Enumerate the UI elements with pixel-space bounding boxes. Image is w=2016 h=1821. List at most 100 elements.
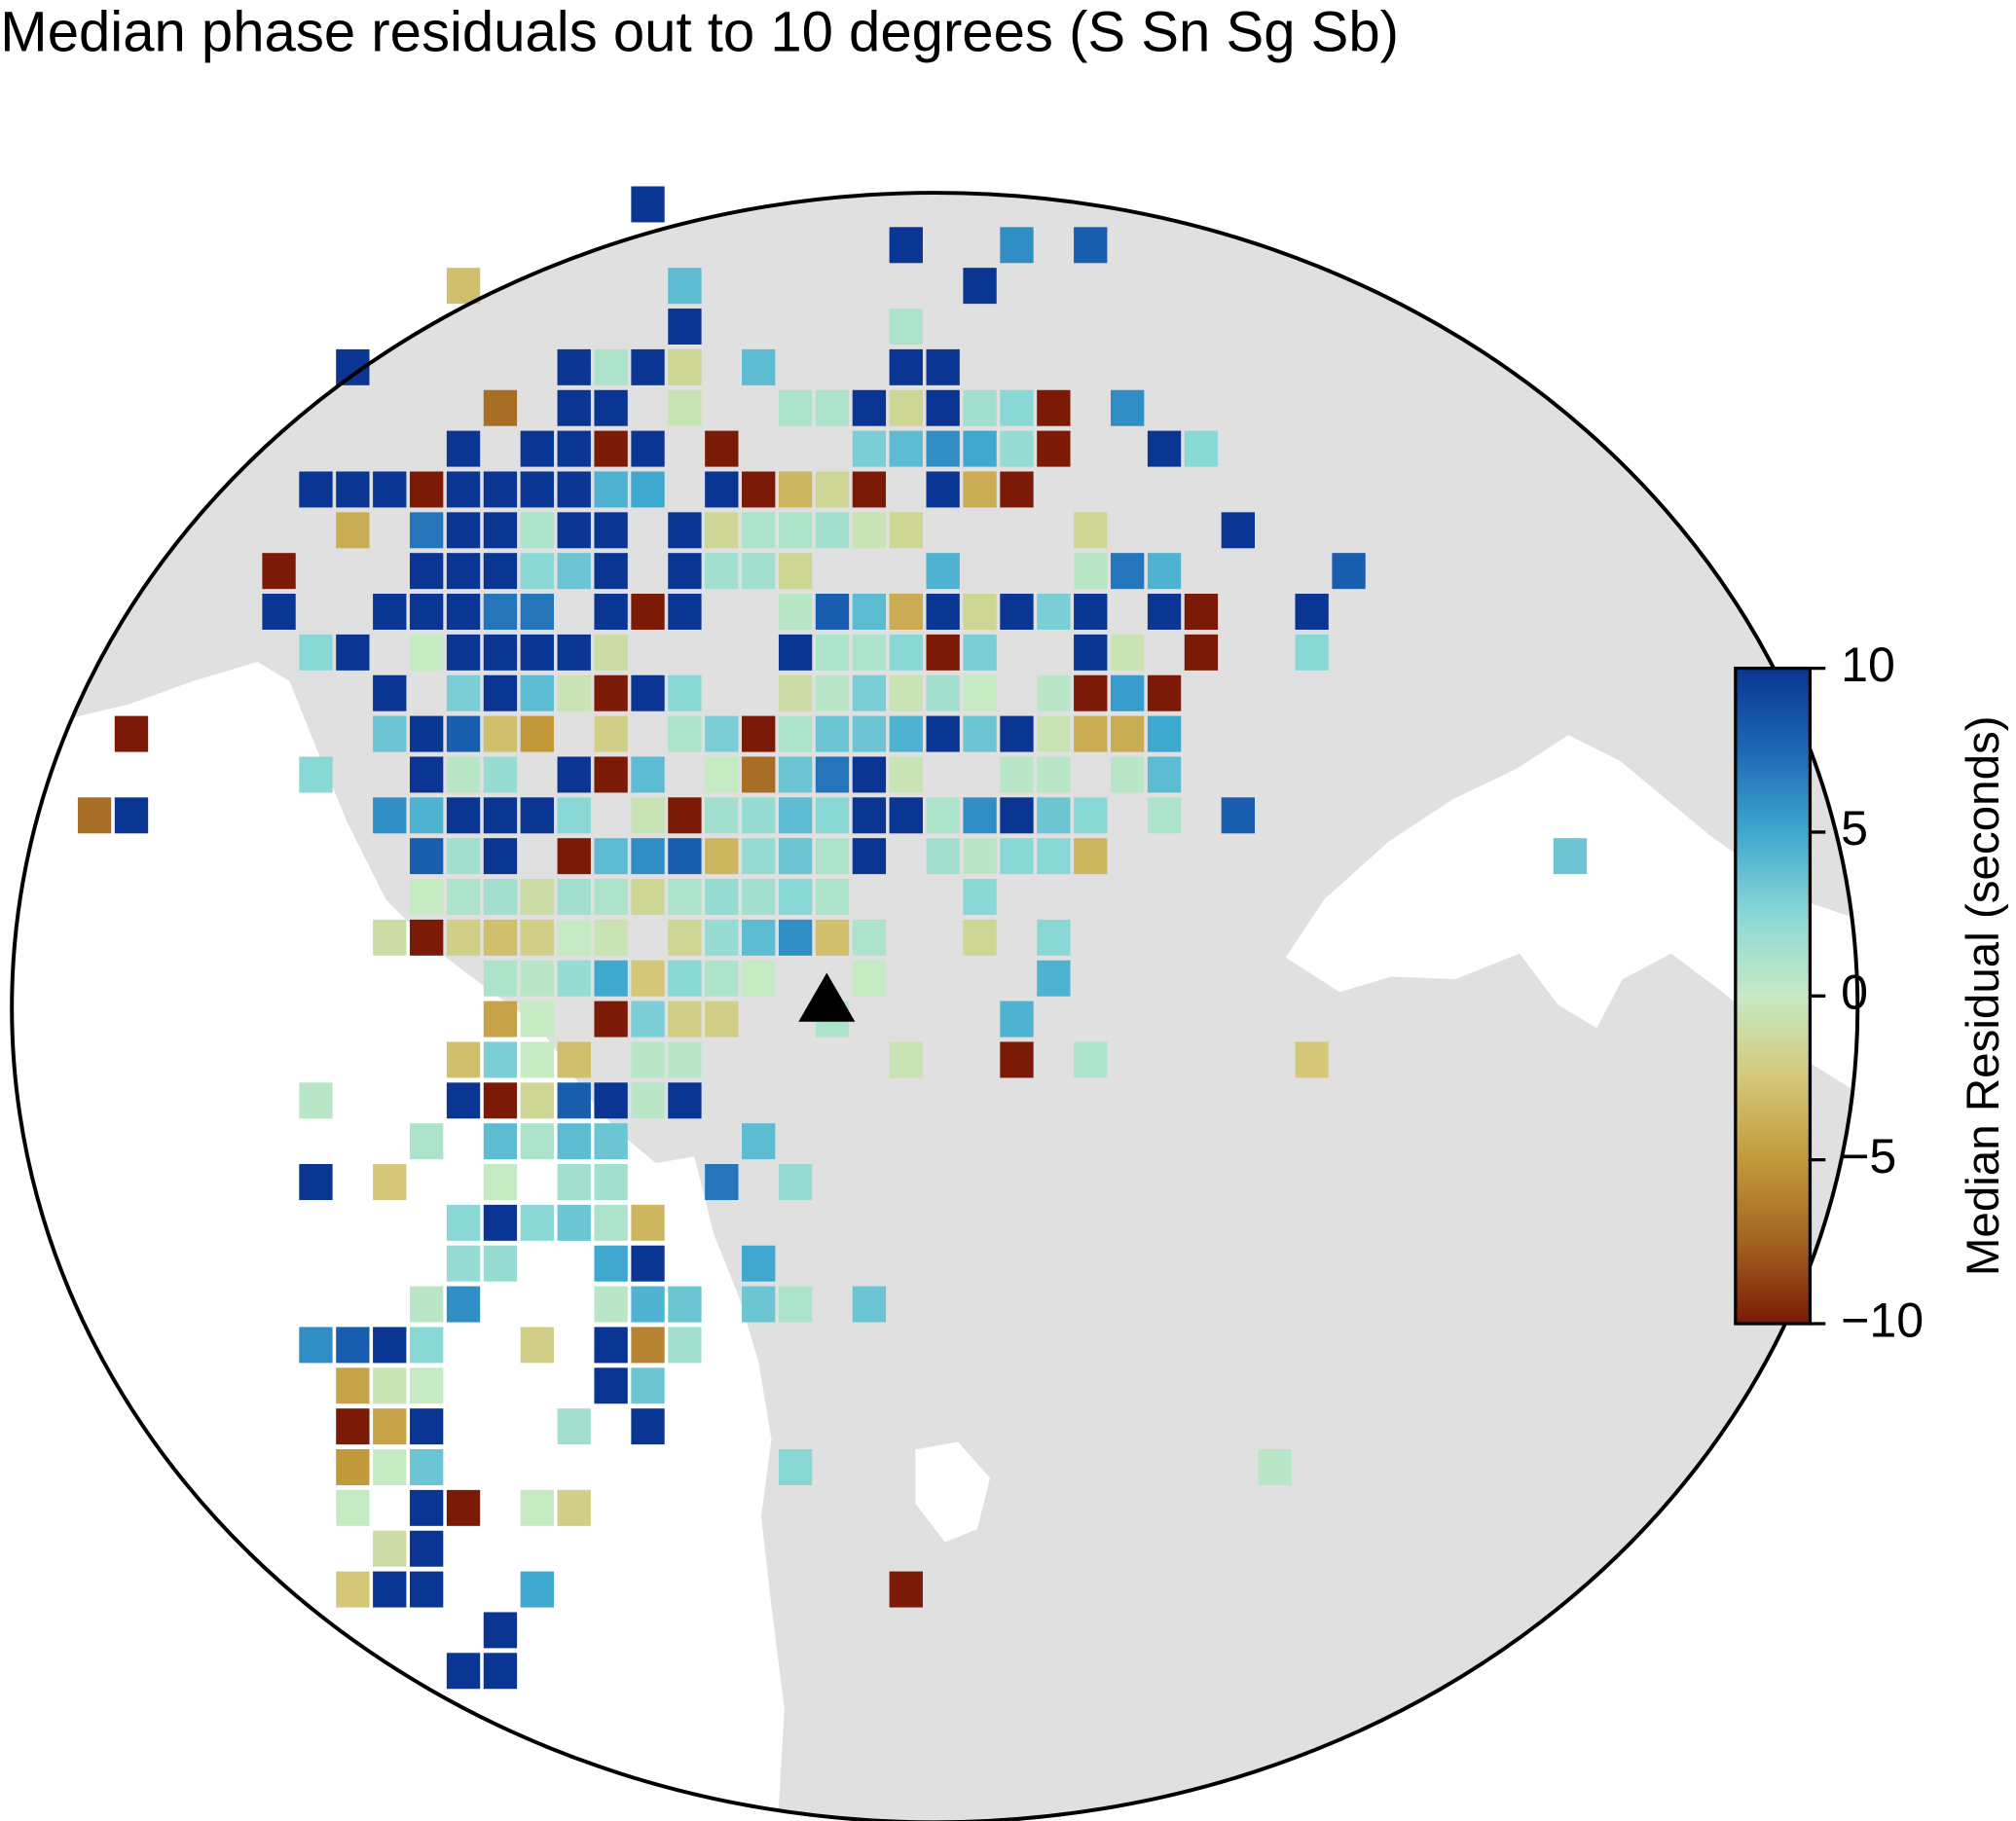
- cell: [409, 1286, 444, 1323]
- cell: [373, 1530, 407, 1567]
- cell: [742, 960, 776, 997]
- cell: [409, 756, 444, 793]
- cell: [1037, 389, 1071, 426]
- globe-outline: [10, 191, 1859, 1821]
- cell: [483, 919, 518, 956]
- cell: [1037, 960, 1071, 997]
- cell: [889, 715, 923, 752]
- cell: [557, 1164, 591, 1200]
- cell: [1037, 594, 1071, 630]
- cell: [778, 1286, 813, 1323]
- cell: [594, 756, 628, 793]
- cell: [557, 634, 591, 671]
- cell: [1074, 674, 1108, 711]
- cell: [409, 471, 444, 508]
- cell: [336, 1489, 370, 1526]
- cell: [520, 1204, 555, 1241]
- cell: [557, 348, 591, 385]
- cell: [1037, 919, 1071, 956]
- cell: [520, 1082, 555, 1119]
- cell: [778, 512, 813, 549]
- cell: [373, 1164, 407, 1200]
- cell: [1184, 430, 1219, 467]
- cell: [889, 309, 923, 345]
- cell: [373, 594, 407, 630]
- cell: [299, 1164, 333, 1200]
- cell: [1074, 838, 1108, 875]
- cell: [446, 430, 481, 467]
- cell: [742, 919, 776, 956]
- cell: [594, 594, 628, 630]
- cell: [409, 1449, 444, 1485]
- cell: [1147, 756, 1182, 793]
- cell: [336, 1449, 370, 1485]
- cell: [336, 634, 370, 671]
- cell: [483, 838, 518, 875]
- cell: [373, 1449, 407, 1485]
- cell: [336, 1367, 370, 1404]
- cell: [483, 797, 518, 834]
- cell: [668, 268, 702, 305]
- cell: [520, 430, 555, 467]
- cell: [926, 674, 960, 711]
- cell: [926, 389, 960, 426]
- cell: [705, 1001, 739, 1038]
- cell: [336, 1408, 370, 1445]
- cell: [631, 1204, 665, 1241]
- cell: [594, 1001, 628, 1038]
- ocean-gulf: [915, 1441, 991, 1543]
- cell: [520, 879, 555, 915]
- cell: [1000, 471, 1034, 508]
- cell: [483, 879, 518, 915]
- cell: [963, 715, 997, 752]
- cell: [1110, 715, 1145, 752]
- cell: [520, 1327, 555, 1364]
- cell: [1000, 389, 1034, 426]
- cell: [1221, 512, 1256, 549]
- cell: [889, 674, 923, 711]
- cell: [1000, 1041, 1034, 1078]
- cell: [1037, 797, 1071, 834]
- cell: [889, 430, 923, 467]
- cell: [963, 674, 997, 711]
- cell: [557, 471, 591, 508]
- cell: [299, 471, 333, 508]
- cell: [1074, 797, 1108, 834]
- cell: [594, 1245, 628, 1282]
- cell: [631, 471, 665, 508]
- cell: [520, 1123, 555, 1160]
- cell: [446, 838, 481, 875]
- cell: [889, 634, 923, 671]
- cell: [1037, 674, 1071, 711]
- cell: [889, 389, 923, 426]
- cell: [373, 715, 407, 752]
- cell: [963, 268, 997, 305]
- cell: [631, 1041, 665, 1078]
- cell: [631, 838, 665, 875]
- cell: [373, 674, 407, 711]
- cell: [852, 471, 887, 508]
- cell: [409, 838, 444, 875]
- cell: [631, 960, 665, 997]
- cell: [926, 430, 960, 467]
- cell: [409, 919, 444, 956]
- cell: [1000, 227, 1034, 264]
- cell: [742, 471, 776, 508]
- cell: [520, 919, 555, 956]
- cell: [1037, 715, 1071, 752]
- cell: [299, 634, 333, 671]
- cell: [778, 797, 813, 834]
- cell: [409, 715, 444, 752]
- cell: [409, 634, 444, 671]
- cell: [926, 715, 960, 752]
- cell: [446, 919, 481, 956]
- cell: [1553, 838, 1588, 875]
- cell: [742, 715, 776, 752]
- cell: [889, 797, 923, 834]
- cell: [373, 1327, 407, 1364]
- cell: [483, 1082, 518, 1119]
- cell: [594, 512, 628, 549]
